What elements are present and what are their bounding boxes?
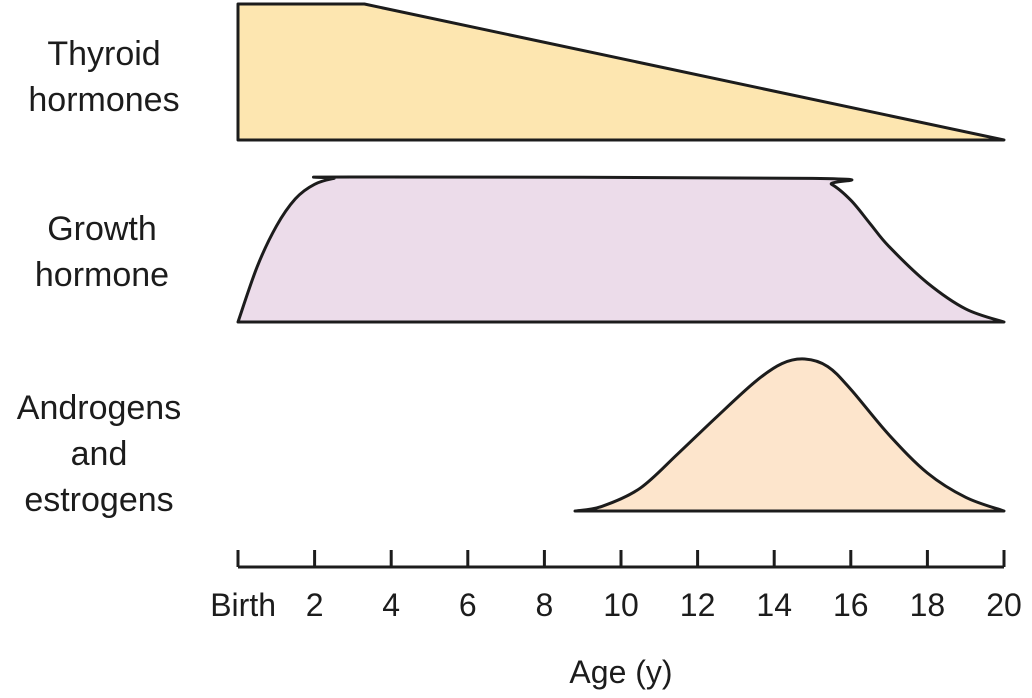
area-androgens-and-estrogens: [573, 357, 1006, 513]
x-tick-label: 20: [986, 587, 1022, 623]
label-line: hormone: [34, 256, 170, 294]
label-line: hormones: [28, 81, 180, 119]
x-axis-title: Age (y): [569, 654, 672, 690]
x-tick-label: 6: [459, 587, 477, 623]
label-androgens-and-estrogens: Androgens and estrogens: [0, 385, 209, 523]
x-tick-label: 14: [756, 587, 792, 623]
x-tick-label: 16: [833, 587, 869, 623]
label-line: and: [70, 435, 128, 473]
label-growth-hormone: Growth hormone: [0, 206, 212, 298]
label-line: Androgens: [16, 389, 182, 427]
label-thyroid-hormones: Thyroid hormones: [0, 31, 214, 123]
x-tick-label: 8: [536, 587, 554, 623]
label-line: Thyroid: [47, 35, 161, 73]
x-tick-label: 2: [306, 587, 324, 623]
label-line: Growth: [47, 210, 157, 248]
x-tick-label: 18: [910, 587, 946, 623]
x-tick-label: 12: [680, 587, 716, 623]
label-line: estrogens: [24, 481, 174, 519]
x-tick-label: 4: [382, 587, 400, 623]
hormone-areas: [236, 2, 1006, 513]
x-tick-label: 10: [603, 587, 639, 623]
x-tick-label: Birth: [210, 587, 276, 623]
x-axis-ticks: Birth 2 4 6 8 10 12 14 16 18 20: [210, 550, 1022, 623]
area-growth-hormone: [236, 175, 1006, 324]
area-thyroid-hormones: [236, 2, 1006, 142]
